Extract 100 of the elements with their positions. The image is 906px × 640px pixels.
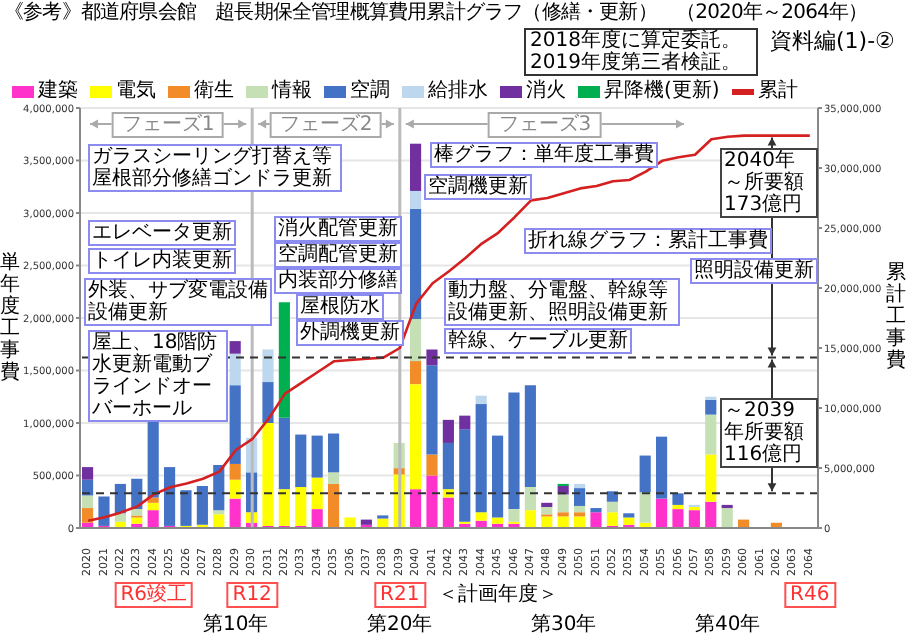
text: 資料編(1)-② — [770, 28, 895, 54]
bar — [524, 487, 536, 511]
bar — [229, 479, 241, 499]
text: R21 — [374, 582, 426, 608]
bar — [672, 493, 684, 505]
text: R12 — [226, 582, 278, 608]
bar — [360, 519, 372, 525]
bar — [311, 435, 323, 478]
bar — [311, 477, 323, 510]
bar — [656, 436, 668, 499]
bar — [410, 319, 422, 362]
legend-label: 消火 — [526, 80, 566, 104]
annotation: 屋根防水 — [296, 294, 384, 320]
bar — [442, 497, 454, 528]
annotation: 幹線、ケーブル更新 — [444, 328, 632, 354]
bar — [492, 517, 504, 524]
text: 第10年 — [203, 614, 269, 636]
bar — [656, 498, 668, 528]
annotation: 外装、サブ変電設備設備更新 — [84, 278, 272, 326]
legend-label: 給排水 — [428, 80, 488, 104]
bar — [278, 489, 290, 526]
bar — [541, 507, 553, 515]
bar — [410, 361, 422, 385]
bar — [524, 510, 536, 528]
bar — [229, 463, 241, 480]
bar — [705, 454, 717, 502]
bar — [229, 498, 241, 528]
text: 第20年 — [367, 614, 433, 636]
bar — [705, 399, 717, 415]
bar — [426, 454, 438, 476]
bar — [623, 517, 635, 525]
bar — [590, 512, 602, 528]
bar — [328, 433, 340, 473]
bar — [508, 509, 520, 522]
bar — [410, 208, 422, 320]
bar — [328, 483, 340, 528]
text: R46 — [784, 582, 836, 608]
bar — [98, 496, 110, 526]
bar — [410, 143, 422, 191]
bar — [311, 509, 323, 528]
bar — [672, 509, 684, 528]
bar — [459, 415, 471, 430]
bar — [426, 365, 438, 455]
bar — [344, 517, 356, 528]
bar — [442, 442, 454, 490]
bar — [475, 404, 487, 513]
bar — [82, 495, 94, 509]
bar — [262, 349, 274, 383]
annotation: フェーズ3 — [488, 112, 602, 138]
bar — [229, 341, 241, 354]
annotation: フェーズ1 — [111, 112, 225, 138]
bar — [410, 489, 422, 528]
annotation: フェーズ2 — [269, 112, 383, 138]
line-series — [86, 134, 812, 523]
bar — [278, 417, 290, 490]
bar — [196, 486, 208, 525]
bar — [229, 353, 241, 386]
bar — [147, 510, 159, 528]
bar — [705, 414, 717, 455]
bar — [213, 514, 225, 528]
annotation: 空調配管更新 — [274, 242, 402, 268]
bar — [475, 395, 487, 405]
annotation: 折れ線グラフ：累計工事費 — [524, 228, 772, 254]
bar — [606, 512, 618, 526]
bar — [164, 467, 176, 526]
bar — [426, 475, 438, 528]
bar — [180, 490, 192, 526]
bar — [82, 467, 94, 480]
annotation: ～2039年所要額116億円 — [720, 398, 818, 468]
bar — [541, 516, 553, 528]
bar — [147, 421, 159, 498]
bar — [442, 419, 454, 443]
bar — [606, 501, 618, 513]
bar — [410, 190, 422, 209]
legend-label: 情報 — [272, 80, 312, 104]
text: 第40年 — [695, 614, 761, 636]
bar — [574, 483, 586, 489]
bar — [295, 487, 307, 526]
bar — [492, 435, 504, 518]
text: 第30年 — [531, 614, 597, 636]
bar — [262, 423, 274, 526]
bar — [688, 510, 700, 528]
chart-title: 《参考》都道府県会館 超長期保全管理概算費用累計グラフ（修繕・更新） （2020年～2064年） — [4, 2, 868, 26]
bar — [295, 434, 307, 488]
bar — [557, 516, 569, 528]
bar — [278, 302, 290, 418]
bar — [524, 385, 536, 488]
bar — [262, 382, 274, 423]
bar — [705, 501, 717, 528]
bar — [508, 392, 520, 510]
bar — [672, 504, 684, 510]
annotation: ガラスシーリング打替え等屋根部分修繕ゴンドラ更新 — [88, 144, 342, 192]
bar — [426, 349, 438, 366]
bar — [82, 508, 94, 523]
annotation: エレベータ更新 — [88, 220, 236, 246]
annotation: 棒グラフ：単年度工事費 — [430, 142, 658, 168]
annotation: 空調機更新 — [424, 174, 532, 200]
annotation: 2040年～所要額173億円 — [720, 148, 818, 218]
bar — [147, 502, 159, 511]
annotation: 照明設備更新 — [690, 258, 818, 284]
